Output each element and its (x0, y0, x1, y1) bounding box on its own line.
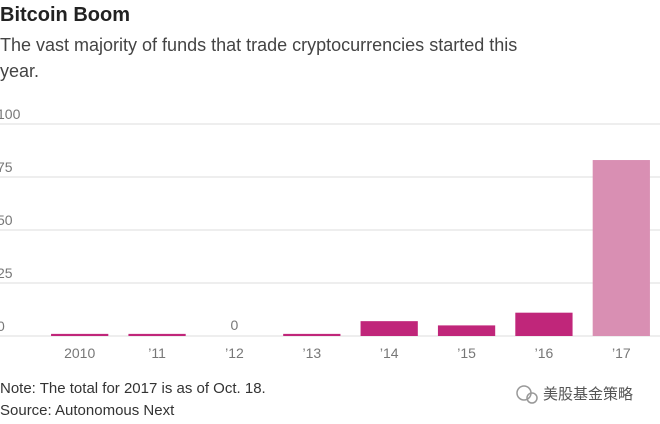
bar (51, 333, 109, 336)
chart-subtitle: The vast majority of funds that trade cr… (0, 35, 517, 81)
x-tick-label: ’15 (457, 345, 476, 361)
y-tick-label: 0 (0, 318, 5, 334)
y-tick-label: 25 (0, 265, 13, 281)
x-tick-label: ’14 (380, 345, 399, 361)
bar (437, 325, 496, 336)
x-tick-label: ’12 (225, 345, 244, 361)
x-tick-label: ’13 (302, 345, 321, 361)
x-tick-label: ’11 (148, 345, 166, 361)
bar (592, 160, 650, 336)
y-tick-label: 75 (0, 159, 13, 175)
watermark: 美股基金策略 (543, 386, 633, 403)
note: Note: The total for 2017 is as of Oct. 1… (0, 380, 266, 397)
x-tick-label: ’17 (612, 345, 631, 361)
watermark-icon (516, 385, 538, 404)
x-tick-label: ’16 (535, 345, 554, 361)
value-label: 0 (231, 317, 239, 333)
bar (515, 312, 573, 336)
chart-title: Bitcoin Boom (0, 4, 130, 26)
source: Source: Autonomous Next (0, 402, 175, 419)
bar (360, 321, 418, 336)
bar (128, 333, 186, 336)
y-tick-label: 100 (0, 106, 21, 122)
y-tick-label: 50 (0, 212, 13, 228)
x-tick-label: 2010 (64, 345, 95, 361)
bar (283, 333, 341, 336)
